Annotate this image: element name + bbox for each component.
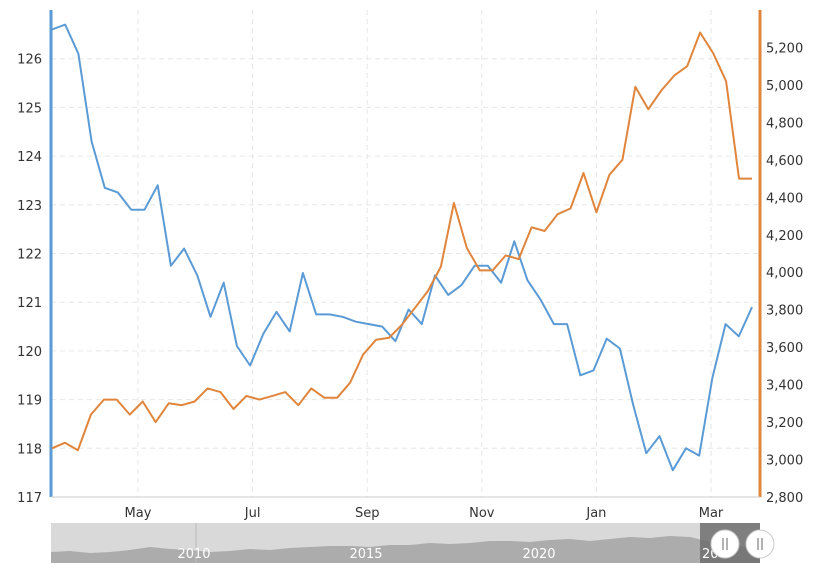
right-y-tick-label: 5,000 [766, 79, 803, 94]
right-y-tick-label: 4,800 [766, 116, 803, 131]
navigator-label-2020: 2020 [522, 547, 555, 562]
left-y-tick-label: 126 [17, 53, 42, 68]
grid-lines [51, 10, 760, 497]
left-y-tick-label: 117 [17, 491, 42, 506]
left-y-tick-labels: 117 118 119 120 121 122 123 124 125 126 [17, 53, 42, 506]
right-y-tick-label: 3,000 [766, 454, 803, 469]
left-y-tick-label: 123 [17, 199, 42, 214]
right-y-tick-label: 2,800 [766, 491, 803, 506]
navigator[interactable]: 2010 2015 2020 20 [51, 523, 775, 563]
right-y-tick-label: 3,800 [766, 304, 803, 319]
navigator-left-handle[interactable] [710, 529, 740, 559]
right-y-tick-labels: 2,800 3,000 3,200 3,400 3,600 3,800 4,000 4,200… [766, 41, 803, 506]
series-lines [51, 23, 753, 472]
x-tick-label: Nov [469, 506, 495, 521]
left-y-tick-label: 119 [17, 394, 42, 409]
left-y-tick-label: 122 [17, 248, 42, 263]
right-axis-series-line [51, 31, 752, 452]
right-y-tick-label: 4,200 [766, 229, 803, 244]
x-tick-labels: May Jul Sep Nov Jan Mar [125, 506, 724, 521]
x-tick-label: Jan [585, 506, 606, 521]
left-y-tick-label: 125 [17, 101, 42, 116]
navigator-area [51, 536, 760, 563]
right-y-tick-label: 4,600 [766, 154, 803, 169]
left-y-tick-label: 120 [17, 345, 42, 360]
right-y-tick-label: 3,200 [766, 416, 803, 431]
x-tick-label: Mar [699, 506, 724, 521]
axes [49, 10, 762, 498]
left-y-tick-label: 124 [17, 150, 42, 165]
navigator-right-handle[interactable] [745, 529, 775, 559]
right-y-tick-label: 3,600 [766, 341, 803, 356]
navigator-label-2015: 2015 [349, 547, 382, 562]
navigator-label-2010: 2010 [177, 547, 210, 562]
x-tick-label: Jul [244, 506, 261, 521]
left-axis-series-line [51, 23, 753, 472]
x-tick-label: May [125, 506, 152, 521]
right-y-tick-label: 4,400 [766, 191, 803, 206]
left-y-tick-label: 118 [17, 442, 42, 457]
x-tick-label: Sep [355, 506, 380, 521]
left-y-tick-label: 121 [17, 296, 42, 311]
right-y-tick-label: 4,000 [766, 266, 803, 281]
right-y-tick-label: 3,400 [766, 379, 803, 394]
right-y-tick-label: 5,200 [766, 41, 803, 56]
